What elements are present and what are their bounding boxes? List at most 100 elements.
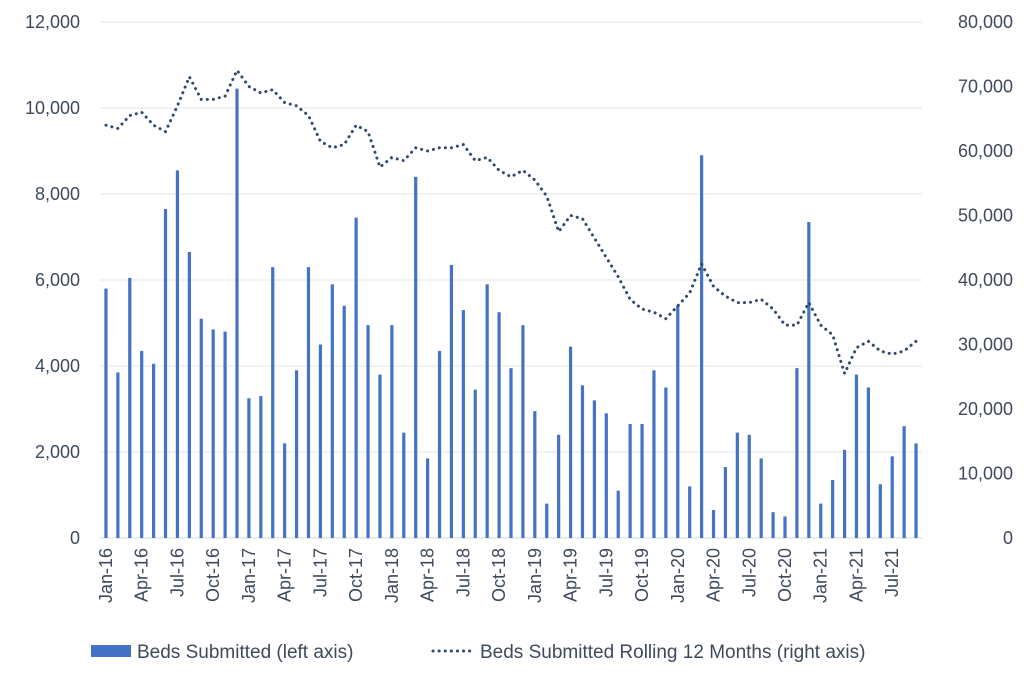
bar — [152, 363, 156, 538]
bar — [878, 484, 882, 538]
left-axis-tick-label: 0 — [70, 528, 80, 548]
bar — [902, 426, 906, 538]
bar — [616, 490, 620, 538]
bar — [819, 503, 823, 538]
left-axis-tick-label: 2,000 — [35, 442, 80, 462]
bar — [676, 305, 680, 538]
bar — [521, 325, 525, 538]
bar — [759, 458, 763, 538]
bar — [330, 284, 334, 538]
x-axis-tick-label: Apr-17 — [275, 548, 295, 602]
bar — [711, 510, 716, 538]
x-axis-tick-label: Apr-19 — [561, 548, 581, 602]
bar-series-beds-submitted — [104, 88, 918, 539]
left-axis-tick-label: 6,000 — [35, 270, 80, 290]
bar — [283, 443, 287, 538]
bar — [866, 387, 870, 538]
bar — [306, 267, 311, 538]
x-axis-tick-label: Apr-20 — [704, 548, 724, 602]
x-axis-tick-label: Apr-16 — [132, 548, 152, 602]
bar — [378, 374, 382, 538]
x-axis-tick-label: Jan-17 — [239, 548, 259, 603]
right-axis-tick-label: 30,000 — [958, 335, 1013, 355]
bar — [318, 344, 322, 538]
bar — [414, 176, 418, 539]
legend-line-label: Beds Submitted Rolling 12 Months (right … — [480, 642, 865, 663]
bar — [652, 370, 656, 538]
x-axis-tick-label: Oct-20 — [775, 548, 795, 602]
bar — [842, 449, 847, 538]
bar — [366, 325, 370, 538]
x-axis-ticks: Jan-16 Apr-16 Jul-16 Oct-16 Jan-17 Apr-17 Jul-… — [96, 548, 902, 603]
legend: Beds Submitted (left axis) Beds Submitte… — [91, 642, 865, 663]
x-axis-tick-label: Jan-21 — [811, 548, 831, 603]
bar — [437, 350, 442, 538]
x-axis-tick-label: Oct-19 — [632, 548, 652, 602]
bar — [485, 284, 489, 538]
bar — [449, 264, 454, 538]
bar — [688, 486, 692, 538]
x-axis-tick-label: Jul-18 — [453, 548, 473, 597]
legend-bar-label: Beds Submitted (left axis) — [137, 642, 353, 663]
bar — [199, 318, 203, 538]
x-axis-tick-label: Oct-17 — [346, 548, 366, 602]
x-axis-tick-label: Jan-16 — [96, 548, 116, 603]
bar — [354, 217, 358, 538]
x-axis-tick-label: Jul-17 — [310, 548, 330, 597]
bar — [664, 387, 668, 538]
bar — [771, 512, 775, 538]
bar — [247, 398, 251, 538]
bar — [163, 209, 168, 539]
bar — [795, 368, 799, 538]
bar — [509, 368, 513, 538]
x-axis-tick-label: Oct-18 — [489, 548, 509, 602]
x-axis-tick-label: Jan-19 — [525, 548, 545, 603]
bar — [402, 432, 406, 538]
bar — [294, 370, 299, 538]
legend-bar-swatch — [91, 645, 131, 657]
left-axis-ticks: 0 2,000 4,000 6,000 8,000 10,000 12,000 — [25, 12, 80, 548]
bar — [723, 467, 728, 538]
x-axis-tick-label: Jan-18 — [382, 548, 402, 603]
bar — [175, 170, 180, 538]
bar — [390, 325, 394, 538]
bar — [116, 372, 120, 538]
x-axis-tick-label: Apr-18 — [418, 548, 438, 602]
bar — [640, 424, 644, 538]
bar — [592, 400, 596, 538]
bar — [259, 396, 263, 538]
x-axis-tick-label: Jul-16 — [167, 548, 187, 597]
right-axis-tick-label: 50,000 — [958, 206, 1013, 226]
left-axis-tick-label: 4,000 — [35, 356, 80, 376]
bar — [580, 385, 585, 538]
bar — [545, 503, 549, 538]
x-axis-tick-label: Jan-20 — [668, 548, 688, 603]
bar — [604, 413, 608, 538]
bar — [568, 346, 573, 538]
bar — [783, 516, 787, 538]
bar — [735, 432, 739, 538]
x-axis-tick-label: Oct-16 — [203, 548, 223, 602]
line-series-rolling-12-months — [104, 67, 918, 378]
bar — [187, 252, 191, 539]
bar — [473, 389, 477, 538]
right-axis-tick-label: 40,000 — [958, 270, 1013, 290]
bar — [104, 288, 108, 538]
bar — [831, 479, 835, 538]
right-axis-ticks: 0 10,000 20,000 30,000 40,000 50,000 60,000 70,… — [958, 12, 1013, 548]
bar — [342, 305, 346, 538]
bar — [140, 350, 144, 538]
right-axis-tick-label: 80,000 — [958, 12, 1013, 32]
x-axis-tick-label: Jul-19 — [596, 548, 616, 597]
bar — [223, 331, 227, 538]
bar — [426, 458, 430, 538]
bar — [890, 456, 894, 538]
right-axis-tick-label: 60,000 — [958, 141, 1013, 161]
bar — [211, 329, 215, 538]
bar — [533, 411, 537, 538]
right-axis-tick-label: 10,000 — [958, 464, 1013, 484]
bar — [914, 443, 918, 538]
bar — [461, 310, 465, 538]
left-axis-tick-label: 8,000 — [35, 184, 80, 204]
